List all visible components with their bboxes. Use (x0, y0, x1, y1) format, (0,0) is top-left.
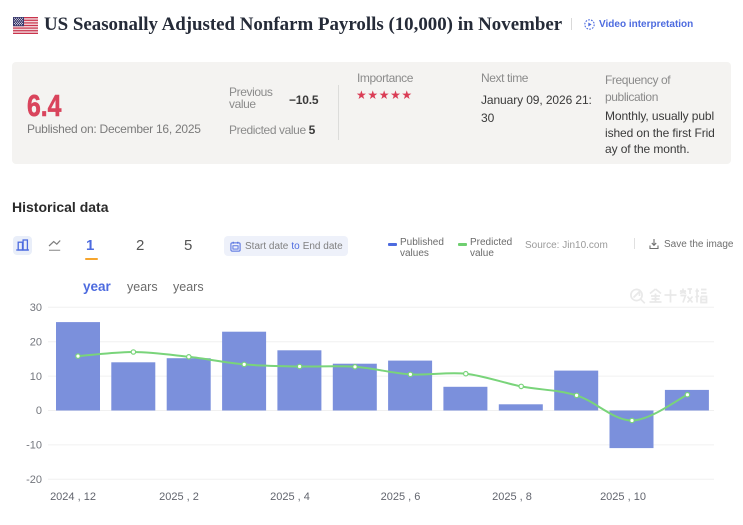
svg-text:2025 , 8: 2025 , 8 (492, 491, 532, 503)
svg-text:-20: -20 (26, 474, 42, 486)
svg-text:2025 , 4: 2025 , 4 (270, 491, 310, 503)
svg-text:2025 , 2: 2025 , 2 (159, 491, 199, 503)
svg-text:0: 0 (36, 405, 42, 417)
svg-text:2025 , 10: 2025 , 10 (600, 491, 646, 503)
svg-text:2024 , 12: 2024 , 12 (50, 491, 96, 503)
svg-text:2025 , 6: 2025 , 6 (381, 491, 421, 503)
svg-text:10: 10 (30, 371, 42, 383)
svg-text:-10: -10 (26, 440, 42, 452)
svg-text:20: 20 (30, 336, 42, 348)
svg-text:30: 30 (30, 302, 42, 314)
